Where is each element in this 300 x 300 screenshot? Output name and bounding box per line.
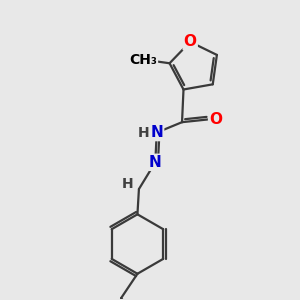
Text: N: N	[149, 155, 162, 170]
Text: H: H	[122, 177, 134, 191]
Text: H: H	[138, 126, 149, 140]
Text: N: N	[150, 125, 163, 140]
Text: CH₃: CH₃	[129, 52, 157, 67]
Text: O: O	[209, 112, 222, 127]
Text: O: O	[184, 34, 197, 50]
